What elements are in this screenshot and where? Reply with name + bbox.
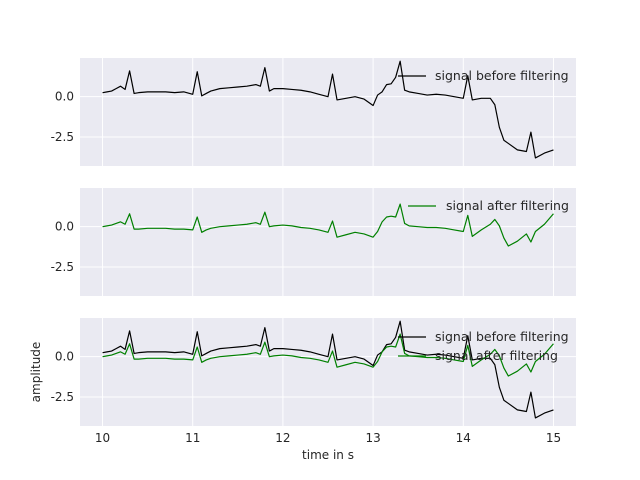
- series-line-after: [102, 203, 554, 247]
- x-tick-label: 12: [275, 431, 290, 445]
- y-tick-label: -2.5: [51, 130, 74, 144]
- y-tick-label: -2.5: [51, 390, 74, 404]
- y-tick-labels: 0.0 -2.5: [51, 350, 74, 404]
- x-tick-label: 13: [365, 431, 380, 445]
- legend: signal before filtering: [398, 68, 569, 83]
- plot-background: [80, 188, 576, 296]
- y-tick-label: 0.0: [55, 220, 74, 234]
- series-line-before: [102, 60, 554, 159]
- x-axis-label: time in s: [302, 448, 354, 462]
- plot-background: [80, 318, 576, 426]
- legend-label-after: signal after filtering: [446, 198, 569, 213]
- y-tick-label: -2.5: [51, 260, 74, 274]
- legend-label-after: signal after filtering: [435, 348, 558, 363]
- x-tick-label: 14: [456, 431, 471, 445]
- y-tick-labels: 0.0 -2.5: [51, 220, 74, 274]
- y-tick-labels: 0.0 -2.5: [51, 90, 74, 144]
- y-tick-label: 0.0: [55, 90, 74, 104]
- plot-background: [80, 58, 576, 166]
- series-line-before: [102, 320, 554, 419]
- legend: signal after filtering: [408, 198, 569, 213]
- x-tick-label: 10: [95, 431, 110, 445]
- legend-label-before: signal before filtering: [435, 329, 569, 344]
- x-tick-labels: 10 11 12 13 14 15: [95, 431, 561, 445]
- series-line-after: [102, 333, 554, 377]
- x-tick-label: 11: [185, 431, 200, 445]
- y-tick-label: 0.0: [55, 350, 74, 364]
- grid: [80, 188, 576, 296]
- panel-combined: 0.0 -2.5 10 11 12 13 14 15 signal before filte…: [29, 318, 576, 462]
- panel-after-filtering: 0.0 -2.5 signal after filtering: [51, 188, 576, 296]
- series-lines: [102, 320, 554, 419]
- series-lines: [102, 60, 554, 159]
- y-axis-label: amplitude: [29, 342, 43, 403]
- x-tick-label: 15: [546, 431, 561, 445]
- series-lines: [102, 203, 554, 247]
- legend-label-before: signal before filtering: [435, 68, 569, 83]
- legend: signal before filtering signal after fil…: [398, 329, 569, 363]
- panel-before-filtering: 0.0 -2.5 signal before filtering: [51, 58, 576, 166]
